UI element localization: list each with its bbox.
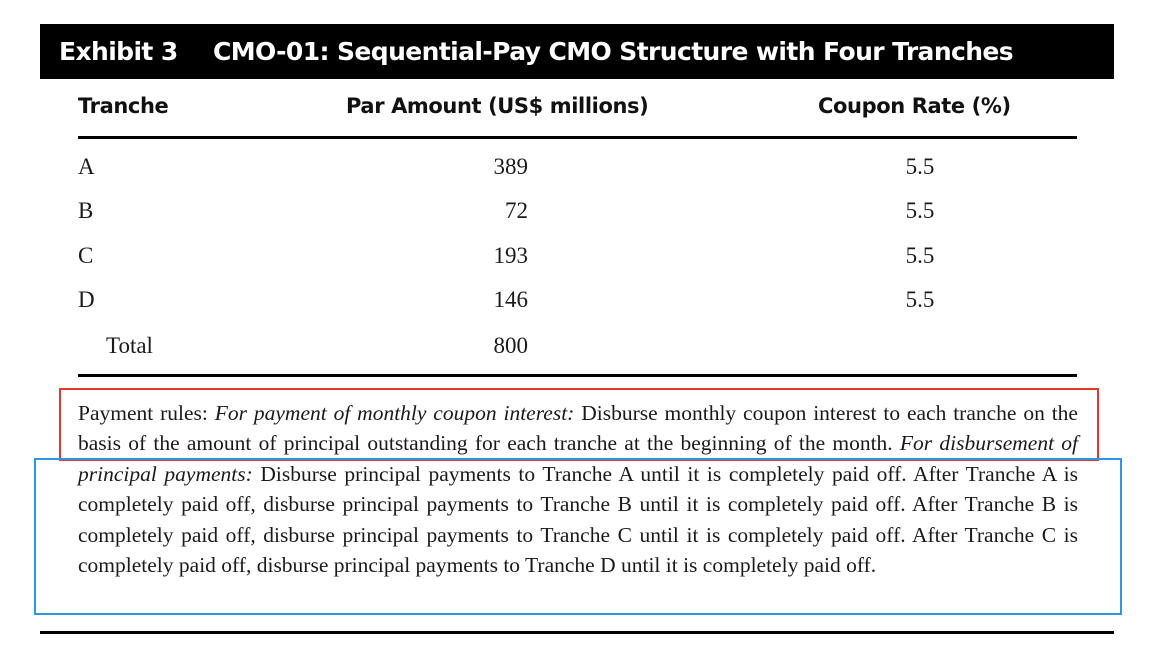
column-header-par-amount: Par Amount (US$ millions) xyxy=(346,94,649,118)
total-label: Total xyxy=(106,333,153,358)
exhibit-label: Exhibit 3 xyxy=(59,37,178,66)
par-amount-cell: 146 xyxy=(493,287,529,312)
column-header-tranche: Tranche xyxy=(78,94,169,118)
payment-rules-intro: Payment rules: xyxy=(78,401,215,425)
exhibit-bottom-rule xyxy=(40,631,1114,634)
coupon-rate-cell: 5.5 xyxy=(905,198,935,223)
header-rule xyxy=(78,136,1077,139)
total-par-amount: 800 xyxy=(493,333,529,358)
par-amount-cell: 72 xyxy=(505,198,528,223)
coupon-rule-heading: For payment of monthly coupon interest: xyxy=(214,401,575,425)
par-amount-cell: 389 xyxy=(493,154,529,179)
tranche-cell: C xyxy=(78,243,94,268)
tranche-cell: A xyxy=(78,154,95,179)
par-amount-cell: 193 xyxy=(493,243,529,268)
column-header-coupon-rate: Coupon Rate (%) xyxy=(818,94,1011,118)
exhibit-title: CMO-01: Sequential-Pay CMO Structure wit… xyxy=(213,37,1014,66)
principal-rule-heading: For disbursement of principal payments: xyxy=(78,431,1078,486)
tranche-cell: B xyxy=(78,198,94,223)
exhibit-header: Exhibit 3 CMO-01: Sequential-Pay CMO Str… xyxy=(40,24,1114,79)
coupon-rule-text: Disburse monthly coupon interest to each… xyxy=(78,401,1078,456)
coupon-rate-cell: 5.5 xyxy=(905,243,935,268)
tranche-cell: D xyxy=(78,287,95,312)
principal-rule-text: Disburse principal payments to Tranche A… xyxy=(78,461,1078,578)
payment-rules-note: Payment rules: For payment of monthly co… xyxy=(78,398,1078,580)
coupon-rate-cell: 5.5 xyxy=(905,154,935,179)
table-bottom-rule xyxy=(78,374,1077,377)
coupon-rate-cell: 5.5 xyxy=(905,287,935,312)
